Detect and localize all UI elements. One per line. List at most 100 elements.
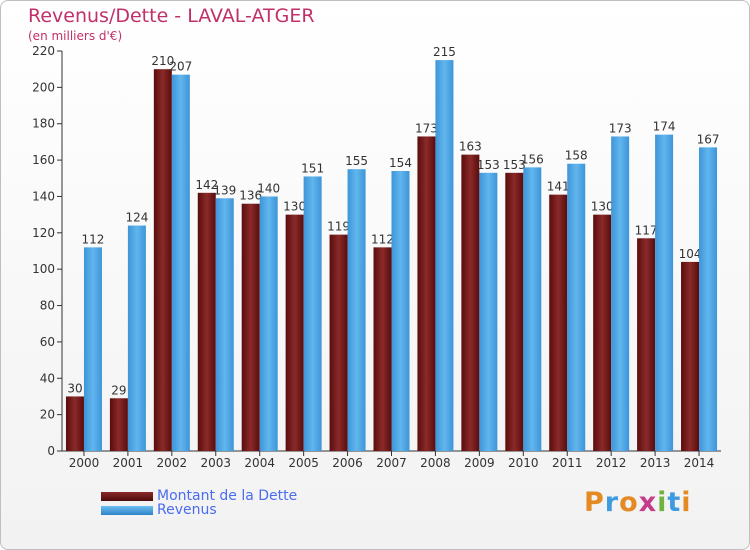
y-tick-label: 40 bbox=[40, 371, 55, 385]
x-tick-label: 2011 bbox=[552, 456, 583, 470]
legend-label-revenus: Revenus bbox=[157, 502, 217, 518]
y-tick-label: 220 bbox=[32, 44, 55, 58]
x-tick-label: 2009 bbox=[464, 456, 495, 470]
legend-swatch-dette bbox=[101, 491, 153, 501]
bar-dette bbox=[109, 398, 128, 451]
x-tick-label: 2010 bbox=[508, 456, 539, 470]
bar-revenus bbox=[83, 247, 102, 451]
chart-title: Revenus/Dette - LAVAL-ATGER bbox=[28, 5, 315, 27]
bar-revenus bbox=[435, 60, 454, 451]
logo-letter: r bbox=[604, 487, 620, 518]
legend-swatch-revenus bbox=[101, 505, 153, 515]
bar-dette bbox=[505, 172, 524, 451]
data-label-revenus: 174 bbox=[653, 120, 676, 134]
data-label-revenus: 207 bbox=[169, 60, 192, 74]
data-label-revenus: 140 bbox=[257, 181, 280, 195]
data-label-dette: 104 bbox=[679, 247, 702, 261]
bar-dette bbox=[549, 194, 568, 452]
bar-dette bbox=[153, 69, 172, 451]
bar-dette bbox=[65, 396, 84, 451]
bar-dette bbox=[461, 154, 480, 452]
data-label-dette: 130 bbox=[591, 200, 614, 214]
bar-dette bbox=[241, 203, 260, 451]
bar-revenus bbox=[215, 198, 234, 451]
y-tick-label: 160 bbox=[32, 153, 55, 167]
proxiti-logo: Proxiti bbox=[584, 487, 692, 518]
x-tick-label: 2000 bbox=[69, 456, 100, 470]
bar-revenus bbox=[259, 196, 278, 451]
data-label-revenus: 156 bbox=[521, 152, 544, 166]
data-label-dette: 117 bbox=[635, 223, 658, 237]
logo-letter: x bbox=[638, 487, 658, 518]
data-label-revenus: 173 bbox=[609, 121, 632, 135]
bar-revenus bbox=[347, 169, 366, 451]
data-label-revenus: 153 bbox=[477, 158, 500, 172]
x-tick-label: 2002 bbox=[157, 456, 188, 470]
logo-letter: i bbox=[681, 487, 692, 518]
y-tick-label: 80 bbox=[40, 299, 55, 313]
bar-dette bbox=[373, 247, 392, 451]
data-label-revenus: 124 bbox=[125, 211, 148, 225]
bar-revenus bbox=[611, 136, 630, 452]
x-tick-label: 2006 bbox=[332, 456, 363, 470]
x-tick-label: 2004 bbox=[244, 456, 275, 470]
y-tick-label: 140 bbox=[32, 189, 55, 203]
bar-revenus bbox=[171, 74, 190, 452]
x-tick-label: 2001 bbox=[113, 456, 144, 470]
y-tick-label: 60 bbox=[40, 335, 55, 349]
bar-revenus bbox=[655, 134, 674, 452]
data-label-revenus: 112 bbox=[82, 232, 105, 246]
data-label-dette: 141 bbox=[547, 180, 570, 194]
y-tick-label: 180 bbox=[32, 117, 55, 131]
bar-dette bbox=[417, 136, 436, 452]
bar-dette bbox=[197, 192, 216, 451]
chart-subtitle: (en milliers d'€) bbox=[28, 29, 123, 43]
data-label-dette: 136 bbox=[239, 189, 262, 203]
y-tick-label: 100 bbox=[32, 262, 55, 276]
y-tick-label: 200 bbox=[32, 80, 55, 94]
data-label-dette: 163 bbox=[459, 140, 482, 154]
bar-dette bbox=[285, 214, 304, 451]
bar-dette bbox=[681, 261, 700, 451]
bar-revenus bbox=[127, 225, 146, 451]
bar-dette bbox=[593, 214, 612, 451]
data-label-dette: 153 bbox=[503, 158, 526, 172]
data-label-dette: 173 bbox=[415, 121, 438, 135]
bar-dette bbox=[637, 238, 656, 451]
x-tick-label: 2005 bbox=[288, 456, 319, 470]
data-label-revenus: 139 bbox=[213, 183, 236, 197]
bar-revenus bbox=[699, 147, 718, 451]
bar-revenus bbox=[567, 163, 586, 451]
x-tick-label: 2008 bbox=[420, 456, 451, 470]
x-tick-label: 2014 bbox=[684, 456, 715, 470]
y-tick-label: 120 bbox=[32, 226, 55, 240]
data-label-dette: 29 bbox=[111, 383, 126, 397]
y-tick-label: 0 bbox=[47, 444, 55, 458]
x-tick-label: 2007 bbox=[376, 456, 407, 470]
data-label-revenus: 151 bbox=[301, 161, 324, 175]
logo-letter: P bbox=[584, 487, 605, 518]
data-label-revenus: 155 bbox=[345, 154, 368, 168]
bar-revenus bbox=[391, 171, 410, 451]
data-label-dette: 210 bbox=[151, 54, 174, 68]
bar-revenus bbox=[479, 172, 498, 451]
bar-chart: 0 20 40 60 80 100 120 140 160 180 200 220 2000 30 112 2… bbox=[32, 44, 721, 470]
logo-letter: i bbox=[657, 487, 668, 518]
x-tick-label: 2012 bbox=[596, 456, 627, 470]
data-label-dette: 142 bbox=[195, 178, 218, 192]
bar-revenus bbox=[303, 176, 322, 452]
data-label-dette: 119 bbox=[327, 220, 350, 234]
data-label-dette: 30 bbox=[67, 381, 82, 395]
data-label-revenus: 158 bbox=[565, 149, 588, 163]
data-label-revenus: 167 bbox=[697, 132, 720, 146]
logo-letter: o bbox=[619, 487, 639, 518]
x-tick-label: 2003 bbox=[200, 456, 231, 470]
data-label-revenus: 154 bbox=[389, 156, 412, 170]
legend-label-dette: Montant de la Dette bbox=[157, 488, 298, 504]
x-tick-label: 2013 bbox=[640, 456, 671, 470]
logo-letter: t bbox=[667, 487, 682, 518]
bar-revenus bbox=[523, 167, 542, 451]
data-label-revenus: 215 bbox=[433, 45, 456, 59]
y-tick-label: 20 bbox=[40, 408, 55, 422]
